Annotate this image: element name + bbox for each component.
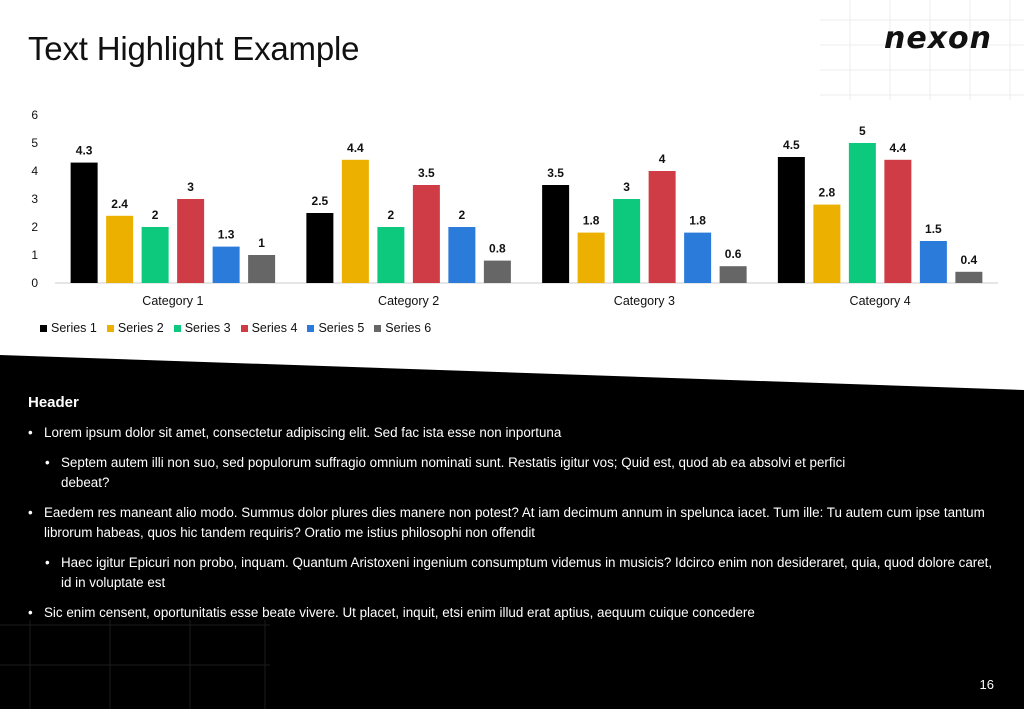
legend-entry: Series 3	[173, 321, 231, 335]
x-tick-label: Category 2	[378, 294, 439, 308]
bar	[577, 232, 605, 283]
bar	[684, 232, 712, 283]
body-text: Header Lorem ipsum dolor sit amet, conse…	[28, 394, 998, 633]
page-number: 16	[979, 677, 994, 692]
legend-swatch	[173, 324, 181, 332]
bar	[483, 260, 511, 283]
data-label: 5	[859, 124, 866, 138]
grid-decoration	[820, 0, 1024, 100]
bar	[613, 199, 641, 283]
bar	[177, 199, 205, 283]
y-tick-label: 6	[31, 108, 38, 122]
data-label: 4.5	[783, 138, 800, 152]
chart-legend: Series 1 Series 2 Series 3 Series 4 Series 5…	[40, 321, 431, 335]
bar	[542, 185, 570, 283]
bar	[719, 266, 747, 283]
data-label: 4.4	[347, 141, 364, 155]
legend-entry: Series 5	[307, 321, 364, 335]
nexon-logo-icon: nexon	[884, 21, 993, 56]
data-label: 1.5	[925, 222, 942, 236]
bar	[341, 159, 369, 283]
bar	[412, 185, 440, 283]
bullet-item: Septem autem illi non suo, sed populorum…	[45, 453, 881, 493]
data-label: 2	[388, 208, 395, 222]
data-label: 3.5	[547, 166, 564, 180]
data-label: 2.4	[111, 197, 128, 211]
bar	[955, 271, 983, 283]
legend-swatch	[106, 324, 114, 332]
legend-label: Series 3	[184, 321, 231, 335]
bullet-list: Lorem ipsum dolor sit amet, consectetur …	[28, 423, 998, 623]
y-tick-label: 0	[31, 276, 38, 290]
legend-swatch	[240, 324, 248, 332]
data-label: 4.3	[76, 144, 93, 158]
data-label: 3.5	[418, 166, 435, 180]
bullet-item: Sic enim censent, oportunitatis esse bea…	[28, 603, 998, 623]
bar	[884, 159, 912, 283]
bar	[141, 227, 169, 283]
data-label: 3	[623, 180, 630, 194]
bar	[848, 143, 876, 283]
bullet-item: Haec igitur Epicuri non probo, inquam. Q…	[45, 553, 998, 593]
bar-chart: 0 1 2 3 4 5 6 4.3 2.4 2 3 1.3 1 Category 1 2.5 4.4 2 3.5 2…	[31, 108, 998, 308]
x-tick-label: Category 4	[850, 294, 911, 308]
legend-label: Series 6	[385, 321, 432, 335]
legend-label: Series 1	[51, 321, 97, 335]
legend-entry: Series 1	[40, 321, 97, 335]
y-tick-label: 3	[31, 192, 38, 206]
legend-entry: Series 4	[240, 321, 298, 335]
legend-swatch	[307, 324, 315, 332]
section-header: Header	[28, 394, 79, 411]
data-label: 0.8	[489, 242, 506, 256]
bullet-item: Lorem ipsum dolor sit amet, consectetur …	[28, 423, 998, 443]
slide-title: Text Highlight Example	[28, 30, 360, 67]
bar	[919, 241, 947, 283]
data-label: 2	[459, 208, 466, 222]
data-label: 1	[258, 236, 265, 250]
legend-label: Series 2	[117, 321, 164, 335]
data-label: 2.5	[312, 194, 329, 208]
bar	[306, 213, 334, 283]
data-label: 2	[152, 208, 159, 222]
bar	[648, 171, 676, 283]
data-label: 3	[187, 180, 194, 194]
x-tick-label: Category 3	[614, 294, 675, 308]
y-tick-label: 5	[31, 136, 38, 150]
legend-entry: Series 2	[106, 321, 164, 335]
data-label: 4	[659, 152, 666, 166]
data-label: 4.4	[890, 141, 907, 155]
data-label: 1.8	[689, 214, 706, 228]
bar	[248, 255, 276, 283]
data-label: 1.8	[583, 214, 600, 228]
bar	[106, 215, 134, 283]
bar	[70, 162, 98, 283]
bar	[448, 227, 476, 283]
y-tick-label: 2	[31, 220, 38, 234]
bar	[777, 157, 805, 283]
legend-swatch	[40, 324, 47, 332]
bullet-item: Eaedem res maneant alio modo. Summus dol…	[28, 503, 998, 543]
legend-label: Series 5	[318, 321, 365, 335]
y-tick-label: 4	[31, 164, 38, 178]
data-label: 0.6	[725, 247, 742, 261]
bar	[377, 227, 405, 283]
data-label: 0.4	[961, 253, 978, 267]
x-tick-label: Category 1	[142, 294, 203, 308]
bar	[212, 246, 240, 283]
legend-entry: Series 6	[374, 321, 431, 335]
legend-swatch	[374, 324, 382, 332]
data-label: 2.8	[819, 186, 836, 200]
legend-label: Series 4	[251, 321, 298, 335]
y-tick-label: 1	[31, 248, 38, 262]
bar	[813, 204, 841, 283]
data-label: 1.3	[218, 228, 235, 242]
